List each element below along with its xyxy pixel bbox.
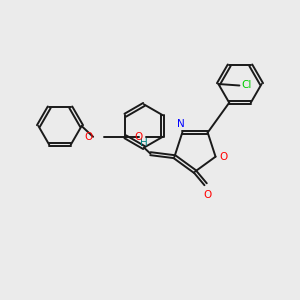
Text: H: H xyxy=(140,138,148,148)
Text: O: O xyxy=(85,132,93,142)
Text: O: O xyxy=(219,152,228,162)
Text: O: O xyxy=(203,190,211,200)
Text: N: N xyxy=(177,119,185,129)
Text: O: O xyxy=(134,132,142,142)
Text: Cl: Cl xyxy=(241,80,251,91)
